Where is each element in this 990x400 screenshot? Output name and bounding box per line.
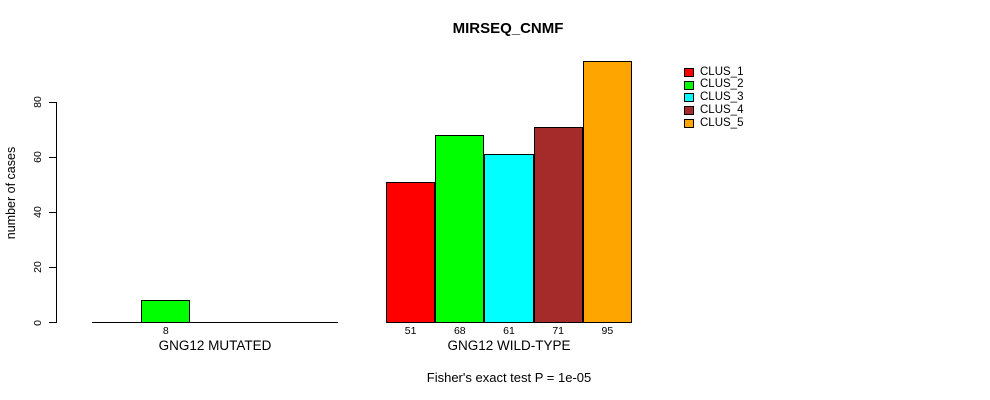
y-tick xyxy=(49,266,56,268)
bar-clus-2-gng12-mutated xyxy=(141,299,191,323)
legend-entry-label: CLUS_3 xyxy=(700,91,744,104)
y-tick-label: 40 xyxy=(31,206,44,219)
legend-entry-clus-5: CLUS_5 xyxy=(684,117,743,130)
y-tick xyxy=(49,211,56,213)
annotation-text: Fisher's exact test P = 1e-05 xyxy=(426,370,592,385)
bar-value-label: 68 xyxy=(453,325,466,337)
bar-clus-5-gng12-wild-type xyxy=(582,60,632,323)
y-tick xyxy=(49,156,56,158)
y-tick-label: 80 xyxy=(31,96,44,109)
bar-clus-2-gng12-wild-type xyxy=(435,134,485,323)
legend-swatch-icon xyxy=(684,93,694,103)
legend-swatch-icon xyxy=(684,119,694,129)
legend: CLUS_1 CLUS_2 CLUS_3 CLUS_4 CLUS_5 xyxy=(684,66,743,130)
legend-entry-clus-4: CLUS_4 xyxy=(684,104,743,117)
bar-value-label: 71 xyxy=(552,325,565,337)
legend-swatch-icon xyxy=(684,67,694,77)
y-tick xyxy=(49,322,56,323)
bar-value-label: 8 xyxy=(162,325,169,337)
x-category-label-gng12-mutated: GNG12 MUTATED xyxy=(158,338,272,353)
legend-entry-clus-1: CLUS_1 xyxy=(684,66,743,79)
legend-entry-label: CLUS_1 xyxy=(700,65,744,78)
y-tick-label: 0 xyxy=(31,319,44,326)
bar-clus-1-gng12-wild-type xyxy=(386,181,436,323)
legend-entry-clus-2: CLUS_2 xyxy=(684,79,743,92)
bar-value-label: 95 xyxy=(601,325,614,337)
y-tick xyxy=(49,101,56,103)
x-category-label-gng12-wild-type: GNG12 WILD-TYPE xyxy=(447,338,571,353)
y-axis-line xyxy=(56,101,57,323)
bar-clus-3-gng12-wild-type xyxy=(484,154,534,323)
y-tick-label: 60 xyxy=(31,151,44,164)
legend-swatch-icon xyxy=(684,80,694,90)
legend-entry-label: CLUS_2 xyxy=(700,78,744,91)
legend-entry-label: CLUS_5 xyxy=(700,116,744,129)
y-tick-label: 20 xyxy=(31,261,44,274)
legend-swatch-icon xyxy=(684,106,694,116)
legend-entry-clus-3: CLUS_3 xyxy=(684,92,743,105)
bar-value-label: 51 xyxy=(404,325,417,337)
x-baseline-gng12-mutated xyxy=(92,322,338,323)
bar-clus-4-gng12-wild-type xyxy=(533,126,583,323)
legend-entry-label: CLUS_4 xyxy=(700,104,744,117)
bar-value-label: 61 xyxy=(503,325,515,337)
chart-title: MIRSEQ_CNMF xyxy=(452,20,564,37)
